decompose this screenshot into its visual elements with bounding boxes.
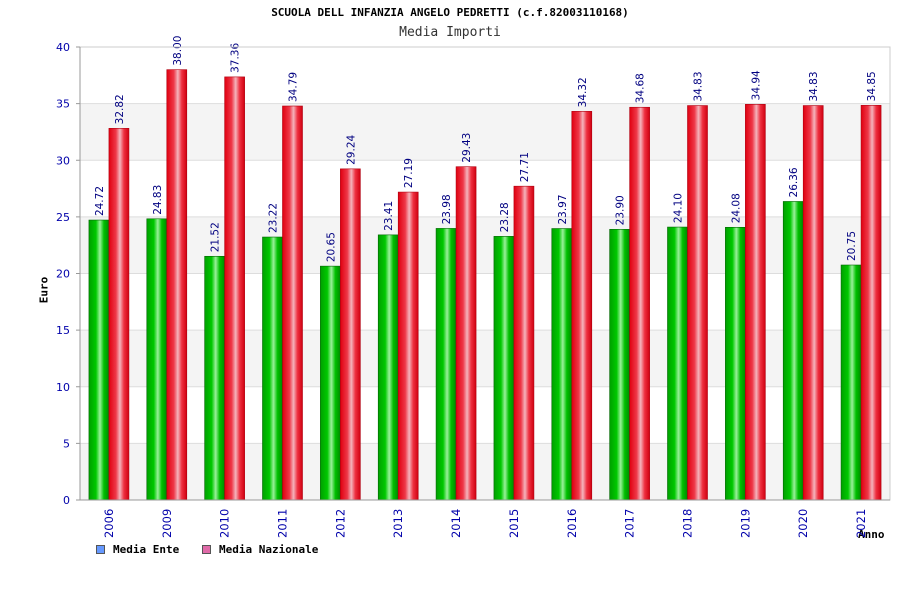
y-tick-label: 5 bbox=[63, 437, 70, 450]
data-label: 26.36 bbox=[788, 167, 800, 197]
data-label: 27.71 bbox=[519, 152, 531, 182]
grid-band bbox=[80, 103, 890, 161]
y-tick-label: 20 bbox=[56, 268, 70, 281]
data-label: 20.65 bbox=[325, 232, 337, 262]
x-axis-label: Anno bbox=[858, 528, 885, 541]
grid-band bbox=[80, 47, 890, 104]
data-label: 23.90 bbox=[615, 195, 627, 225]
bar-media-ente bbox=[88, 219, 110, 501]
x-tick-label: 2017 bbox=[623, 509, 637, 538]
data-label: 23.97 bbox=[557, 194, 569, 224]
y-tick-label: 25 bbox=[56, 211, 70, 224]
data-label: 21.52 bbox=[210, 222, 222, 252]
bar-media-nazionale bbox=[687, 105, 708, 501]
data-label: 29.24 bbox=[345, 134, 357, 164]
grid-band bbox=[80, 386, 890, 444]
x-tick-label: 2016 bbox=[565, 509, 579, 538]
bar-media-nazionale bbox=[802, 105, 824, 501]
data-label: 23.28 bbox=[499, 202, 511, 232]
data-label: 34.32 bbox=[577, 77, 589, 107]
bar-media-nazionale bbox=[745, 104, 766, 501]
data-label: 34.83 bbox=[693, 71, 705, 101]
legend-label-nazionale: Media Nazionale bbox=[219, 543, 319, 556]
bar-media-nazionale bbox=[397, 191, 419, 501]
bar-media-nazionale bbox=[513, 185, 535, 501]
x-tick-label: 2015 bbox=[507, 509, 521, 538]
bar-media-ente bbox=[782, 201, 804, 501]
bar-media-nazionale bbox=[455, 166, 477, 501]
data-label: 20.75 bbox=[846, 231, 858, 261]
bar-media-nazionale bbox=[282, 105, 303, 501]
bar-media-ente bbox=[146, 218, 168, 501]
data-label: 37.36 bbox=[230, 43, 242, 73]
legend-swatch-nazionale bbox=[202, 545, 211, 554]
grid-band bbox=[80, 160, 890, 217]
bar-media-nazionale bbox=[340, 168, 361, 501]
data-label: 24.83 bbox=[152, 185, 164, 215]
x-tick-label: 2014 bbox=[449, 509, 463, 538]
x-tick-label: 2012 bbox=[333, 509, 347, 538]
bar-media-ente bbox=[493, 236, 515, 501]
x-tick-label: 2019 bbox=[738, 509, 752, 538]
bar-media-ente bbox=[320, 265, 341, 501]
bar-media-ente bbox=[609, 229, 630, 501]
data-label: 24.10 bbox=[673, 193, 685, 223]
y-tick-label: 30 bbox=[56, 154, 70, 167]
x-tick-label: 2020 bbox=[796, 509, 810, 538]
x-tick-label: 2006 bbox=[102, 509, 116, 538]
bar-media-ente bbox=[725, 226, 746, 501]
grid-band bbox=[80, 330, 890, 387]
data-label: 34.68 bbox=[635, 73, 647, 103]
y-tick-label: 15 bbox=[56, 324, 70, 337]
data-label: 34.79 bbox=[288, 72, 300, 102]
data-label: 24.08 bbox=[730, 193, 742, 223]
bar-media-ente bbox=[377, 234, 399, 501]
x-tick-label: 2013 bbox=[391, 509, 405, 538]
bar-media-ente bbox=[262, 236, 283, 501]
bar-media-ente bbox=[435, 228, 457, 501]
y-tick-label: 0 bbox=[63, 494, 70, 507]
x-tick-label: 2021 bbox=[854, 509, 868, 538]
data-label: 27.19 bbox=[403, 158, 415, 188]
bar-media-nazionale bbox=[108, 128, 130, 501]
data-label: 29.43 bbox=[461, 133, 473, 163]
data-label: 34.94 bbox=[750, 70, 762, 100]
data-label: 24.72 bbox=[94, 186, 106, 216]
data-label: 34.85 bbox=[866, 71, 878, 101]
data-label: 23.22 bbox=[268, 203, 280, 233]
grid-band bbox=[80, 443, 890, 500]
bar-media-nazionale bbox=[166, 69, 188, 501]
data-label: 23.98 bbox=[441, 194, 453, 224]
x-tick-label: 2010 bbox=[218, 509, 232, 538]
grid-band bbox=[80, 216, 890, 274]
bar-media-nazionale bbox=[860, 105, 882, 501]
bar-media-nazionale bbox=[629, 106, 650, 501]
y-tick-label: 10 bbox=[56, 381, 70, 394]
chart-subtitle: Media Importi bbox=[399, 25, 501, 40]
x-tick-label: 2009 bbox=[160, 509, 174, 538]
bar-media-nazionale bbox=[571, 111, 593, 501]
chart-title: SCUOLA DELL INFANZIA ANGELO PEDRETTI (c.… bbox=[271, 6, 629, 19]
x-tick-label: 2011 bbox=[276, 509, 290, 538]
data-label: 32.82 bbox=[114, 94, 126, 124]
bar-media-ente bbox=[667, 226, 688, 501]
grid-band bbox=[80, 273, 890, 331]
legend-item-media-ente: Media Ente bbox=[96, 543, 179, 556]
y-tick-label: 35 bbox=[56, 98, 70, 111]
bar-media-ente bbox=[840, 264, 862, 501]
bar-media-nazionale bbox=[224, 76, 245, 501]
legend-item-media-nazionale: Media Nazionale bbox=[202, 543, 318, 556]
data-label: 23.41 bbox=[383, 201, 395, 231]
legend-swatch-ente bbox=[96, 545, 105, 554]
legend-label-ente: Media Ente bbox=[113, 543, 180, 556]
bar-media-ente bbox=[204, 255, 225, 501]
y-tick-label: 40 bbox=[56, 41, 70, 54]
bar-media-ente bbox=[551, 228, 573, 501]
data-label: 38.00 bbox=[172, 36, 184, 66]
x-tick-label: 2018 bbox=[681, 509, 695, 538]
data-label: 34.83 bbox=[808, 71, 820, 101]
